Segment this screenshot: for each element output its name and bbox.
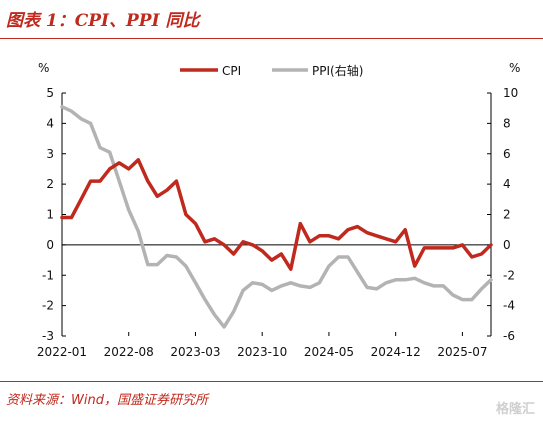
left-tick-label: 2 (46, 177, 54, 191)
right-tick-label: -2 (503, 268, 515, 282)
x-tick-label: 2022-01 (37, 345, 87, 359)
x-tick-label: 2023-10 (237, 345, 287, 359)
x-tick-label: 2023-03 (170, 345, 220, 359)
x-tick-label: 2022-08 (104, 345, 154, 359)
right-tick-label: 6 (503, 147, 511, 161)
legend: CPI PPI(右轴) (180, 63, 363, 78)
series-line-cpi (60, 158, 493, 271)
right-axis-unit: % (509, 61, 520, 75)
source-rule (0, 381, 543, 382)
source-note: 资料来源：Wind，国盛证券研究所 (6, 393, 208, 408)
left-tick-label: -3 (42, 329, 54, 343)
series-layer (60, 104, 493, 329)
series-line-ppi (60, 104, 493, 329)
right-tick-label: 0 (503, 238, 511, 252)
cpi-ppi-chart: CPI PPI(右轴) % % 543210-1-2-31086420-2-4-… (37, 61, 520, 359)
legend-label-cpi: CPI (222, 64, 241, 78)
chart-title: 图表 1：CPI、PPI 同比 (6, 11, 200, 31)
left-axis-unit: % (38, 61, 49, 75)
x-tick-label: 2024-05 (304, 345, 354, 359)
left-tick-label: -2 (42, 299, 54, 313)
right-tick-label: 2 (503, 208, 511, 222)
right-tick-label: 10 (503, 86, 518, 100)
left-tick-label: -1 (42, 268, 54, 282)
left-tick-label: 1 (46, 208, 54, 222)
legend-label-ppi: PPI(右轴) (312, 63, 363, 78)
right-tick-label: -4 (503, 299, 515, 313)
right-tick-label: 4 (503, 177, 511, 191)
x-tick-label: 2025-07 (437, 345, 487, 359)
title-rule (0, 38, 543, 39)
left-tick-label: 4 (46, 116, 54, 130)
left-tick-label: 0 (46, 238, 54, 252)
x-tick-label: 2024-12 (371, 345, 421, 359)
watermark-logo: 格隆汇 (495, 402, 535, 417)
left-tick-label: 3 (46, 147, 54, 161)
right-tick-label: -6 (503, 329, 515, 343)
left-tick-label: 5 (46, 86, 54, 100)
right-tick-label: 8 (503, 116, 511, 130)
